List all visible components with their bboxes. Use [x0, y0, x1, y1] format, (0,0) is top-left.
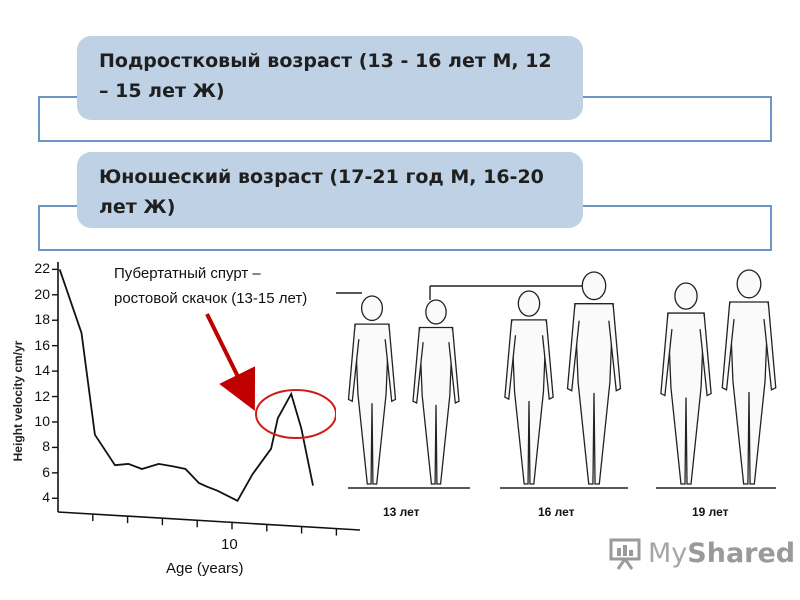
presentation-board-icon [609, 538, 641, 570]
figure-girl-16 [504, 290, 554, 485]
chart-y-tick-label: 6 [42, 463, 50, 480]
figure-boy-16 [566, 271, 622, 485]
chart-x-axis-label: Age (years) [166, 560, 244, 577]
figure-label-19: 19 лет [692, 505, 729, 519]
chart-y-tick-label: 10 [34, 412, 50, 429]
box1-title: Подростковый возраст (13 - 16 лет М, 12 … [77, 36, 583, 120]
chart-y-tick-label: 14 [34, 362, 50, 379]
figure-label-16: 16 лет [538, 505, 575, 519]
chart-y-tick-label: 18 [34, 311, 50, 328]
pointer-arrow [205, 313, 256, 411]
chart-y-tick-label: 8 [42, 438, 50, 455]
pubertal-spurt-annotation: Пубертатный спурт – ростовой скачок (13-… [114, 265, 308, 307]
figure-boy-13 [412, 299, 460, 485]
logo-text-my: My [648, 537, 688, 569]
chart-y-tick-label: 20 [34, 285, 50, 302]
logo-text-shared: Shared [687, 537, 796, 569]
myshared-logo: MyShared [608, 536, 795, 570]
box2-title: Юношеский возраст (17-21 год М, 16-20 ле… [77, 152, 583, 228]
chart-y-tick-label: 12 [34, 387, 50, 404]
chart-x-axis [57, 511, 361, 531]
chart-y-tick-label: 16 [34, 336, 50, 353]
growth-figures-illustration [336, 266, 778, 522]
chart-y-tick-label: 4 [42, 489, 50, 506]
figure-label-13: 13 лет [383, 505, 420, 519]
chart-y-tick-label: 22 [34, 260, 50, 277]
figure-girl-19 [660, 282, 712, 485]
figure-boy-19 [721, 269, 777, 485]
chart-x-tick-label: 10 [221, 536, 238, 553]
chart-series-line [58, 269, 314, 502]
figure-girl-13 [347, 295, 397, 485]
